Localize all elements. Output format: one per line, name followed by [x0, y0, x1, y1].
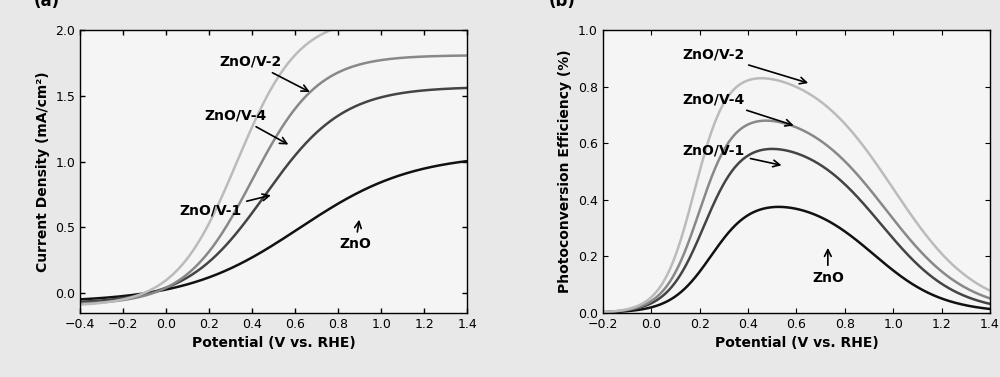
Text: ZnO: ZnO	[812, 250, 844, 285]
Text: ZnO/V-4: ZnO/V-4	[683, 93, 792, 126]
Text: (b): (b)	[549, 0, 575, 10]
X-axis label: Potential (V vs. RHE): Potential (V vs. RHE)	[192, 336, 355, 350]
Text: ZnO/V-4: ZnO/V-4	[205, 109, 287, 144]
Text: ZnO: ZnO	[339, 222, 371, 251]
Y-axis label: Current Density (mA/cm²): Current Density (mA/cm²)	[36, 71, 50, 272]
Text: ZnO/V-1: ZnO/V-1	[683, 144, 780, 167]
Text: (a): (a)	[34, 0, 60, 10]
Text: ZnO/V-2: ZnO/V-2	[683, 48, 806, 84]
X-axis label: Potential (V vs. RHE): Potential (V vs. RHE)	[715, 336, 878, 350]
Text: ZnO/V-2: ZnO/V-2	[220, 55, 308, 91]
Y-axis label: Photoconversion Efficiency (%): Photoconversion Efficiency (%)	[558, 50, 572, 293]
Text: ZnO/V-1: ZnO/V-1	[179, 194, 269, 217]
